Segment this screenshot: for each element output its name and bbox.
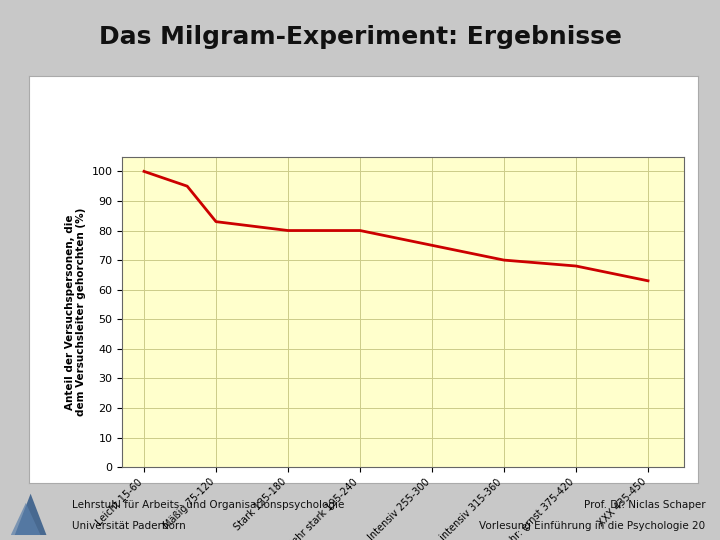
Text: Das Milgram-Experiment: Ergebnisse: Das Milgram-Experiment: Ergebnisse (99, 24, 621, 49)
Polygon shape (11, 503, 40, 535)
Text: Universität Paderborn: Universität Paderborn (72, 521, 186, 531)
Text: Lehrstuhl für Arbeits- und Organisationspsychologie: Lehrstuhl für Arbeits- und Organisations… (72, 500, 344, 510)
Polygon shape (14, 494, 47, 535)
Y-axis label: Anteil der Versuchspersonen, die
dem Versuchsleiter gehorchten (%): Anteil der Versuchspersonen, die dem Ver… (65, 208, 86, 416)
Text: Prof. Dr. Niclas Schaper: Prof. Dr. Niclas Schaper (584, 500, 706, 510)
Text: Vorlesung Einführung in die Psychologie 20: Vorlesung Einführung in die Psychologie … (480, 521, 706, 531)
